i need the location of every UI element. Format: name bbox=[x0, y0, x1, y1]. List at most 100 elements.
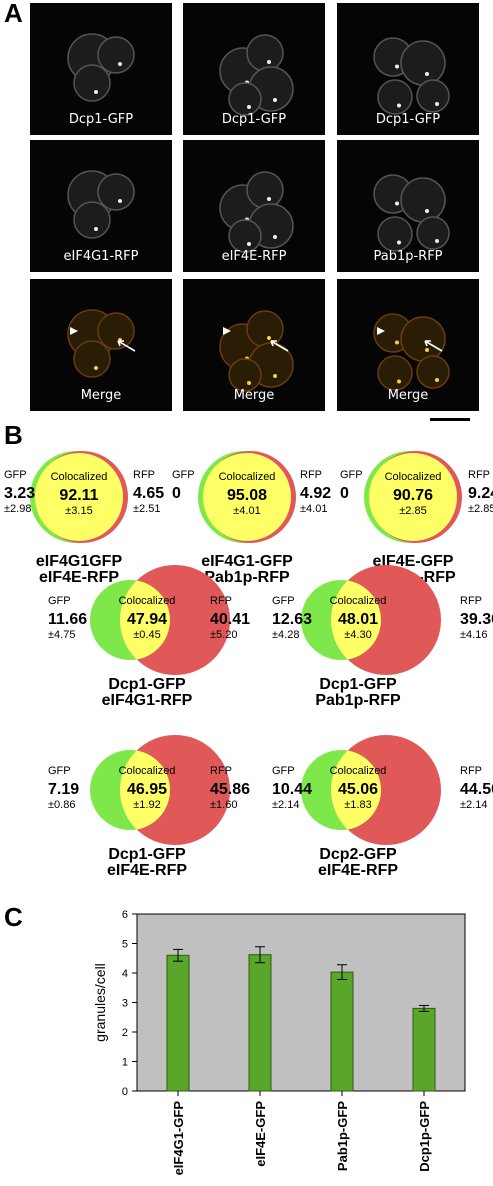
granule bbox=[273, 374, 277, 378]
venn-center-value: 95.08 bbox=[226, 487, 268, 504]
cell-outline bbox=[416, 79, 450, 113]
cell-outline bbox=[97, 312, 135, 350]
overlap-region bbox=[120, 750, 170, 830]
x-tick-label: Pab1p-GFP bbox=[335, 1101, 350, 1171]
venn-rfp-sd: ±1.60 bbox=[210, 799, 238, 811]
venn-center-sd: ±4.01 bbox=[233, 505, 261, 517]
granule bbox=[247, 105, 251, 109]
arrowhead-marker bbox=[223, 327, 231, 335]
venn-title: eIF4E-RFP bbox=[38, 569, 120, 586]
cell-outline bbox=[377, 355, 413, 391]
y-tick-label: 6 bbox=[122, 909, 128, 921]
panel-a-letter: A bbox=[4, 0, 23, 28]
micrograph: Dcp1-GFP bbox=[183, 3, 325, 135]
venn-rfp-value: 4.92 bbox=[300, 485, 332, 502]
overlap-region bbox=[331, 580, 381, 660]
granule bbox=[247, 242, 251, 246]
granule bbox=[247, 381, 251, 385]
micrograph-label: Pab1p-RFP bbox=[373, 249, 443, 264]
venn-diagram bbox=[30, 451, 128, 543]
bar bbox=[412, 1007, 436, 1092]
venn-center-value: 48.01 bbox=[337, 611, 379, 628]
venn-gfp-sd: ±2.14 bbox=[272, 799, 300, 811]
venn-gfp-value: 12.63 bbox=[272, 611, 313, 628]
venn-center-sd: ±4.30 bbox=[344, 629, 372, 641]
overlap-region bbox=[331, 750, 381, 830]
venn-gfp-value: 0 bbox=[340, 485, 349, 502]
venn-gfp-sd: ±2.98 bbox=[4, 503, 32, 515]
venn-center-sd: ±1.83 bbox=[344, 799, 372, 811]
venn-center-label: Colocalized bbox=[329, 595, 387, 607]
venn-title: Pab1p-RFP bbox=[315, 692, 401, 709]
granule bbox=[267, 60, 271, 64]
venn-gfp-sd: ±4.75 bbox=[48, 629, 76, 641]
granule bbox=[273, 235, 277, 239]
granule bbox=[397, 379, 401, 384]
cell-outline bbox=[246, 171, 284, 209]
venn-center-value: 90.76 bbox=[392, 487, 434, 504]
granule bbox=[425, 72, 429, 76]
venn-center-value: 47.94 bbox=[126, 611, 168, 628]
granule bbox=[395, 201, 399, 206]
venn-title: Dcp1-GFP bbox=[108, 846, 186, 863]
arrow-marker bbox=[270, 340, 289, 352]
venn-center-label: Colocalized bbox=[384, 471, 442, 483]
cell-outline bbox=[416, 216, 450, 250]
venn-rfp-value: 39.36 bbox=[460, 611, 493, 628]
granule bbox=[397, 103, 401, 108]
y-tick-label: 5 bbox=[122, 939, 128, 951]
micrograph: Merge bbox=[337, 279, 479, 411]
granule bbox=[267, 197, 271, 201]
x-tick-label: Dcp1p-GFP bbox=[417, 1101, 432, 1172]
granule bbox=[425, 348, 429, 352]
granule bbox=[94, 366, 98, 370]
granule bbox=[395, 64, 399, 69]
granule bbox=[94, 90, 98, 94]
venn-rfp-label: RFP bbox=[133, 469, 155, 481]
panel-c-letter: C bbox=[4, 902, 23, 932]
micrograph-label: Merge bbox=[387, 388, 429, 403]
venn-center-value: 92.11 bbox=[59, 487, 99, 504]
venn-center-label: Colocalized bbox=[50, 471, 108, 483]
venn-rfp-label: RFP bbox=[210, 765, 232, 777]
y-axis-label: granules/cell bbox=[92, 963, 108, 1042]
micrograph-label: Dcp1-GFP bbox=[221, 112, 287, 127]
y-tick-label: 2 bbox=[122, 1027, 128, 1039]
micrograph-label: Merge bbox=[233, 388, 275, 403]
venn-center-sd: ±1.92 bbox=[133, 799, 161, 811]
venn-rfp-label: RFP bbox=[300, 469, 322, 481]
venn-rfp-value: 40.41 bbox=[210, 611, 251, 628]
cell-outline bbox=[400, 177, 446, 223]
cell-outline bbox=[377, 216, 413, 252]
micrograph: eIF4E-RFP bbox=[183, 140, 325, 272]
bar bbox=[166, 954, 190, 1092]
venn-gfp-value: 10.44 bbox=[272, 781, 313, 798]
venn-rfp-sd: ±4.01 bbox=[300, 503, 328, 515]
venn-title: eIF4G1-GFP bbox=[201, 553, 293, 570]
y-tick-label: 4 bbox=[122, 968, 128, 980]
bar bbox=[248, 954, 272, 1092]
venn-center-label: Colocalized bbox=[118, 595, 176, 607]
venn-rfp-label: RFP bbox=[460, 595, 482, 607]
micrograph: Merge bbox=[30, 279, 172, 411]
venn-gfp-label: GFP bbox=[4, 469, 27, 481]
venn-gfp-label: GFP bbox=[172, 469, 195, 481]
venn-title: eIF4G1GFP bbox=[35, 553, 123, 570]
venn-gfp-sd: ±0.86 bbox=[48, 799, 76, 811]
venn-rfp-value: 44.50 bbox=[460, 781, 493, 798]
y-tick-label: 1 bbox=[122, 1057, 128, 1069]
bar-chart: 0 1 2 3 4 5 6 granules/cell eIF4G1-GFP eIF4E-GFP P… bbox=[92, 909, 466, 1175]
cell-outline bbox=[400, 316, 446, 362]
granule bbox=[94, 227, 98, 231]
cell-outline bbox=[73, 64, 111, 102]
cell-outline bbox=[97, 36, 135, 74]
overlap-region bbox=[369, 453, 457, 541]
panel-b-letter: B bbox=[4, 420, 23, 450]
venn-gfp-value: 11.66 bbox=[48, 611, 88, 628]
venn-center-sd: ±2.85 bbox=[399, 505, 427, 517]
venn-diagram bbox=[90, 735, 230, 845]
venn-rfp-label: RFP bbox=[460, 765, 482, 777]
arrowhead-marker bbox=[70, 327, 78, 335]
venn-title: eIF4E-RFP bbox=[106, 862, 188, 879]
granule bbox=[425, 209, 429, 213]
